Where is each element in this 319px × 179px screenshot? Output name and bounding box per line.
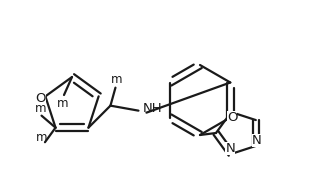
Text: m: m xyxy=(111,73,122,86)
Text: N: N xyxy=(252,134,262,147)
Text: m: m xyxy=(36,131,48,144)
Text: m: m xyxy=(35,102,46,115)
Text: NH: NH xyxy=(143,102,162,115)
Text: O: O xyxy=(227,111,237,124)
Text: m: m xyxy=(57,96,69,110)
Text: N: N xyxy=(225,142,235,155)
Text: O: O xyxy=(35,92,46,105)
